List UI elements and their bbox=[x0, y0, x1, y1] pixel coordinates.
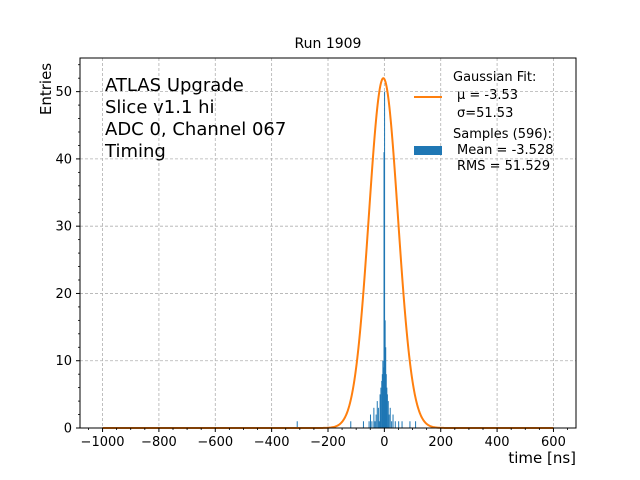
histogram-bar bbox=[379, 394, 381, 428]
axis-ticks: −1000 −800 −600 −400 −200 0 200 400 600 0 10 20 30 40… bbox=[55, 64, 568, 450]
histogram-bar bbox=[401, 421, 403, 428]
x-tick-label: −1000 bbox=[81, 435, 125, 450]
chart-title: Run 1909 bbox=[295, 36, 362, 52]
x-tick-label: 0 bbox=[380, 435, 388, 450]
x-tick-label: −600 bbox=[197, 435, 233, 450]
histogram-bar bbox=[386, 387, 388, 428]
y-tick-label: 10 bbox=[55, 354, 72, 369]
y-tick-label: 0 bbox=[64, 422, 72, 437]
histogram-bar bbox=[385, 374, 387, 428]
legend-samples-mean: Mean = -3.528 bbox=[457, 143, 553, 158]
annotation-line: Slice v1.1 hi bbox=[105, 97, 215, 118]
histogram-bar bbox=[383, 152, 385, 428]
histogram-bar bbox=[368, 421, 370, 428]
y-tick-label: 40 bbox=[55, 152, 72, 167]
histogram-bar bbox=[392, 414, 394, 428]
legend-fit-sigma: σ=51.53 bbox=[457, 106, 513, 121]
histogram-bar bbox=[350, 421, 352, 428]
x-tick-label: 200 bbox=[428, 435, 453, 450]
y-tick-label: 50 bbox=[55, 85, 72, 100]
histogram-bar bbox=[376, 401, 378, 428]
legend-samples-title: Samples (596): bbox=[453, 127, 552, 142]
histogram-bar bbox=[398, 421, 400, 428]
histogram-bar bbox=[384, 91, 386, 429]
histogram-bar bbox=[415, 421, 417, 428]
histogram-bar bbox=[369, 414, 371, 428]
histogram-bar bbox=[387, 401, 389, 428]
histogram-bar bbox=[391, 421, 393, 428]
histogram-bar bbox=[381, 380, 383, 428]
y-tick-label: 20 bbox=[55, 287, 72, 302]
annotation-line: ADC 0, Channel 067 bbox=[105, 119, 286, 140]
histogram-bars bbox=[296, 91, 417, 429]
histogram-bar bbox=[377, 407, 379, 428]
histogram-bar bbox=[380, 387, 382, 428]
annotation-line: Timing bbox=[104, 141, 166, 162]
legend-samples-rms: RMS = 51.529 bbox=[457, 159, 550, 174]
histogram-bar bbox=[386, 394, 388, 428]
x-tick-label: 400 bbox=[485, 435, 510, 450]
histogram-bar bbox=[385, 347, 387, 428]
histogram-bar bbox=[371, 421, 373, 428]
x-axis-label: time [ns] bbox=[508, 449, 576, 467]
histogram-bar bbox=[382, 360, 384, 428]
y-axis-label: Entries bbox=[37, 63, 55, 115]
histogram-bar bbox=[394, 421, 396, 428]
x-tick-label: −200 bbox=[310, 435, 346, 450]
annotation: ATLAS Upgrade Slice v1.1 hi ADC 0, Chann… bbox=[104, 75, 286, 162]
histogram-bar bbox=[381, 374, 383, 428]
x-tick-label: 600 bbox=[541, 435, 566, 450]
histogram-bar bbox=[296, 421, 298, 428]
x-tick-label: −800 bbox=[141, 435, 177, 450]
histogram-bar bbox=[362, 421, 364, 428]
histogram-bar bbox=[384, 320, 386, 428]
annotation-line: ATLAS Upgrade bbox=[105, 75, 244, 96]
y-tick-label: 30 bbox=[55, 220, 72, 235]
legend-fit-title: Gaussian Fit: bbox=[453, 70, 536, 85]
legend: Gaussian Fit: μ = -3.53 σ=51.53 Samples … bbox=[414, 70, 553, 174]
legend-fit-mu: μ = -3.53 bbox=[457, 88, 518, 103]
x-tick-label: −400 bbox=[254, 435, 290, 450]
histogram-bar bbox=[389, 407, 391, 428]
histogram-bar bbox=[375, 414, 377, 428]
histogram-bar bbox=[373, 407, 375, 428]
histogram-bar bbox=[382, 367, 384, 428]
histogram-bar bbox=[388, 414, 390, 428]
histogram-bar bbox=[374, 421, 376, 428]
histogram-bar bbox=[378, 421, 380, 428]
legend-samples-swatch bbox=[414, 146, 442, 155]
histogram-bar bbox=[409, 421, 411, 428]
